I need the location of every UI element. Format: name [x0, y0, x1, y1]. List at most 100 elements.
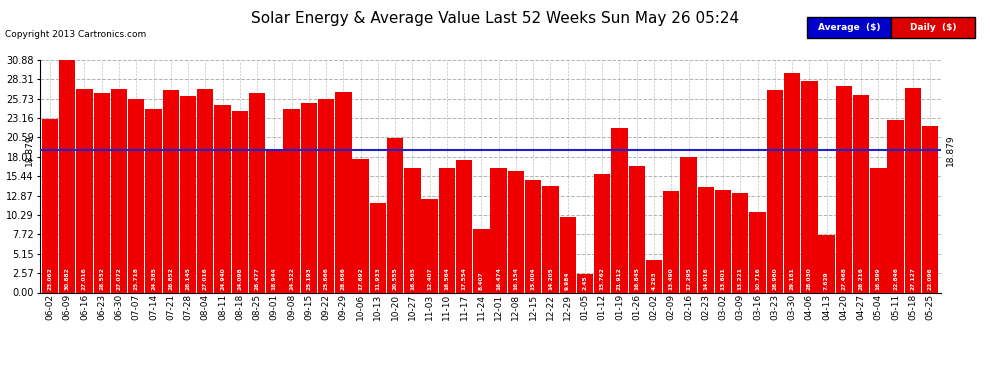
Bar	[611, 128, 628, 292]
Text: 16.564: 16.564	[445, 267, 449, 290]
Bar	[853, 95, 869, 292]
Bar	[870, 168, 887, 292]
Text: Copyright 2013 Cartronics.com: Copyright 2013 Cartronics.com	[5, 30, 147, 39]
Bar	[336, 92, 351, 292]
Text: 15.004: 15.004	[531, 268, 536, 290]
Text: 15.762: 15.762	[600, 267, 605, 290]
Text: 20.555: 20.555	[393, 267, 398, 290]
Text: 25.718: 25.718	[134, 267, 139, 290]
Text: 26.477: 26.477	[254, 267, 259, 290]
Text: 14.016: 14.016	[703, 267, 708, 290]
Bar	[42, 119, 58, 292]
Text: 10.716: 10.716	[755, 267, 760, 290]
Bar	[128, 99, 145, 292]
Text: 24.385: 24.385	[151, 267, 156, 290]
Text: 13.221: 13.221	[738, 267, 742, 290]
Bar	[680, 158, 697, 292]
Bar	[76, 89, 93, 292]
Bar	[439, 168, 455, 292]
Text: 17.554: 17.554	[461, 267, 466, 290]
Text: 11.933: 11.933	[375, 267, 380, 290]
Bar	[111, 88, 127, 292]
Bar	[819, 235, 835, 292]
Bar	[146, 109, 161, 292]
Text: 29.181: 29.181	[790, 267, 795, 290]
Text: 18.944: 18.944	[272, 267, 277, 290]
Text: 23.062: 23.062	[48, 267, 52, 290]
Text: 25.666: 25.666	[324, 267, 329, 290]
Text: 17.692: 17.692	[358, 267, 363, 290]
Bar	[162, 90, 179, 292]
Bar	[577, 274, 593, 292]
Text: 21.912: 21.912	[617, 267, 622, 290]
Text: 26.666: 26.666	[341, 267, 346, 290]
Text: 27.127: 27.127	[911, 267, 916, 290]
Bar	[663, 191, 679, 292]
Bar	[473, 229, 490, 292]
Bar	[715, 190, 732, 292]
Text: 27.016: 27.016	[203, 267, 208, 290]
Bar	[180, 96, 196, 292]
Bar	[59, 60, 75, 292]
Text: 9.984: 9.984	[565, 272, 570, 290]
Text: 27.468: 27.468	[842, 267, 846, 290]
Bar	[215, 105, 231, 292]
Bar	[197, 89, 214, 292]
Text: 26.852: 26.852	[168, 267, 173, 290]
Text: 17.295: 17.295	[686, 267, 691, 290]
Bar	[404, 168, 421, 292]
Bar	[352, 159, 369, 292]
Text: 16.154: 16.154	[514, 267, 519, 290]
Text: 4.293: 4.293	[651, 272, 656, 290]
Text: 8.407: 8.407	[479, 272, 484, 290]
Text: 26.552: 26.552	[99, 267, 104, 290]
Text: 16.474: 16.474	[496, 267, 501, 290]
Bar	[232, 111, 248, 292]
Bar	[283, 110, 300, 292]
Text: 24.098: 24.098	[238, 268, 243, 290]
Text: Average  ($): Average ($)	[818, 22, 880, 32]
Bar	[301, 103, 317, 292]
Bar	[629, 166, 644, 292]
Text: 18.879: 18.879	[946, 135, 955, 166]
Bar	[784, 73, 800, 292]
Text: 18.879: 18.879	[25, 135, 34, 166]
Text: 16.599: 16.599	[876, 268, 881, 290]
Bar	[905, 88, 921, 292]
Bar	[266, 150, 282, 292]
Bar	[525, 180, 542, 292]
Bar	[559, 217, 576, 292]
Text: 26.960: 26.960	[772, 268, 777, 290]
Text: 22.846: 22.846	[893, 267, 898, 290]
Bar	[369, 202, 386, 292]
Text: 2.45: 2.45	[582, 276, 587, 290]
Bar	[387, 138, 403, 292]
Text: 27.072: 27.072	[117, 267, 122, 290]
Bar	[93, 93, 110, 292]
Text: 16.565: 16.565	[410, 267, 415, 290]
Bar	[490, 168, 507, 292]
Bar	[801, 81, 818, 292]
Text: 16.845: 16.845	[635, 267, 640, 290]
Bar	[887, 120, 904, 292]
Text: 22.096: 22.096	[928, 268, 933, 290]
Bar	[922, 126, 939, 292]
Text: Solar Energy & Average Value Last 52 Weeks Sun May 26 05:24: Solar Energy & Average Value Last 52 Wee…	[250, 11, 740, 26]
Text: 13.601: 13.601	[721, 267, 726, 290]
Text: 13.490: 13.490	[669, 268, 674, 290]
Text: 24.322: 24.322	[289, 267, 294, 290]
Bar	[422, 199, 438, 292]
Bar	[456, 160, 472, 292]
Text: 27.016: 27.016	[82, 267, 87, 290]
Bar	[836, 86, 852, 292]
Bar	[248, 93, 265, 292]
Text: 7.629: 7.629	[824, 272, 829, 290]
Bar	[749, 212, 765, 292]
Bar	[766, 90, 783, 292]
Bar	[318, 99, 335, 292]
Text: Daily  ($): Daily ($)	[910, 22, 956, 32]
Text: 26.145: 26.145	[185, 267, 190, 290]
Bar	[543, 186, 558, 292]
Text: 14.205: 14.205	[547, 267, 553, 290]
Text: 25.193: 25.193	[306, 267, 311, 290]
